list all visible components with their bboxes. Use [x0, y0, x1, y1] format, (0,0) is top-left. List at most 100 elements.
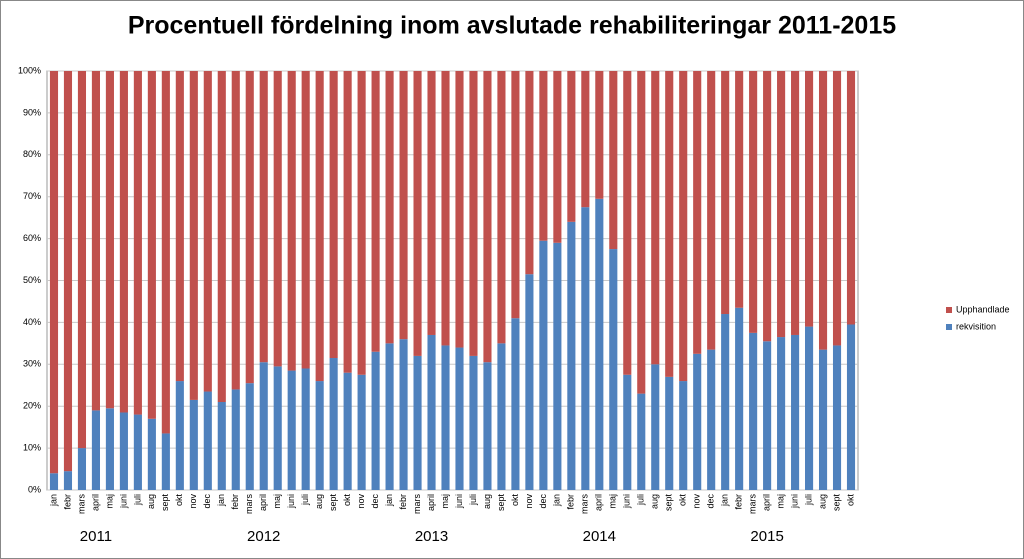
bar: [259, 362, 268, 490]
x-tick-label: maj: [272, 494, 282, 509]
x-tick-label: april: [258, 494, 268, 511]
bar: [749, 71, 758, 333]
y-tick-label: 80%: [23, 149, 41, 159]
bar: [301, 368, 310, 490]
bar: [413, 355, 422, 490]
y-tick-label: 70%: [23, 191, 41, 201]
bar: [217, 71, 226, 403]
x-tick-label: maj: [608, 494, 618, 509]
bar: [301, 71, 310, 369]
bar: [77, 71, 87, 449]
x-tick-label: aug: [482, 494, 492, 509]
legend-label: rekvisition: [956, 321, 996, 331]
bar: [749, 332, 758, 490]
x-tick-label: juni: [622, 494, 632, 509]
bar: [665, 376, 674, 490]
bar: [63, 471, 73, 490]
x-tick-label: okt: [342, 494, 352, 507]
x-tick-label: juli: [132, 494, 142, 506]
x-tick-label: febr: [398, 494, 408, 510]
y-tick-label: 0%: [28, 484, 41, 494]
x-tick-label: juni: [118, 494, 128, 509]
bar: [805, 326, 814, 490]
bar: [455, 347, 464, 490]
x-tick-label: febr: [566, 494, 576, 510]
bar: [441, 345, 450, 490]
bar: [679, 381, 688, 490]
bar: [371, 71, 380, 352]
x-tick-label: jan: [384, 494, 394, 507]
bar: [637, 71, 646, 394]
x-tick-label: juli: [636, 494, 646, 506]
x-tick-label: jan: [48, 494, 58, 507]
bar: [105, 408, 114, 490]
bar: [357, 374, 366, 490]
bar: [511, 318, 520, 490]
bar: [651, 71, 660, 365]
bar: [707, 349, 716, 490]
x-tick-label: sept: [664, 494, 674, 512]
x-tick-label: mars: [748, 494, 758, 514]
bar: [581, 207, 590, 491]
x-tick-label: jan: [552, 494, 562, 507]
x-tick-label: aug: [817, 494, 827, 509]
legend-label: Upphandlade: [956, 304, 1010, 314]
x-tick-label: maj: [440, 494, 450, 509]
bar: [791, 334, 800, 490]
year-label: 2011: [80, 528, 112, 545]
y-tick-label: 30%: [23, 359, 41, 369]
bar: [846, 71, 856, 325]
bar: [595, 71, 604, 199]
y-tick-label: 100%: [18, 65, 41, 75]
bar: [175, 381, 184, 490]
bar: [231, 389, 240, 490]
bar: [315, 71, 324, 382]
bar: [651, 364, 660, 490]
x-tick-label: juni: [286, 494, 296, 509]
bar: [609, 71, 618, 250]
x-tick-label: febr: [230, 494, 240, 510]
bar: [735, 307, 744, 490]
bar: [315, 381, 324, 490]
bar: [832, 345, 842, 490]
bar: [693, 71, 702, 354]
x-tick-label: sept: [160, 494, 170, 512]
bar: [133, 71, 142, 415]
bar: [147, 418, 156, 490]
bar: [399, 71, 408, 340]
x-tick-label: aug: [650, 494, 660, 509]
x-tick-label: sept: [496, 494, 506, 512]
x-tick-label: dec: [706, 494, 716, 509]
bar: [119, 71, 128, 413]
bar: [846, 324, 856, 490]
bar: [105, 71, 114, 409]
bar: [539, 71, 548, 241]
bar: [287, 71, 296, 371]
x-tick-label: jan: [216, 494, 226, 507]
x-tick-label: dec: [202, 494, 212, 509]
bar: [161, 433, 170, 490]
bar: [483, 71, 492, 363]
bar: [832, 71, 842, 346]
x-tick-label: juli: [300, 494, 310, 506]
y-tick-label: 20%: [23, 401, 41, 411]
bar: [455, 71, 464, 348]
y-tick-label: 50%: [23, 275, 41, 285]
x-tick-label: mars: [76, 494, 86, 514]
x-tick-label: febr: [62, 494, 72, 510]
year-label: 2015: [750, 528, 783, 545]
x-tick-label: aug: [314, 494, 324, 509]
legend-swatch: [946, 324, 952, 330]
x-tick-label: juli: [468, 494, 478, 506]
x-tick-label: okt: [510, 494, 520, 507]
bar: [553, 71, 562, 243]
y-tick-label: 10%: [23, 442, 41, 452]
legend-swatch: [946, 307, 952, 313]
year-label: 2013: [415, 528, 448, 545]
x-tick-label: april: [594, 494, 604, 511]
bar: [147, 71, 156, 419]
x-tick-label: mars: [580, 494, 590, 514]
year-label: 2014: [583, 528, 616, 545]
x-tick-label: okt: [845, 494, 855, 507]
x-tick-label: maj: [104, 494, 114, 509]
